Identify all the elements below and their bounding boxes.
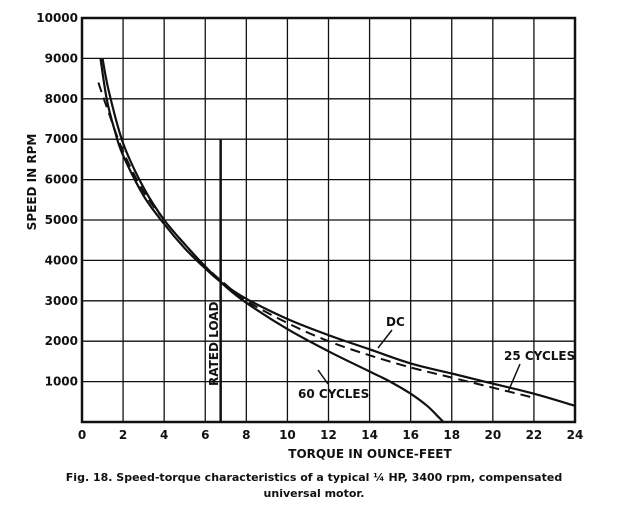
y-tick-label: 5000 — [45, 213, 78, 227]
60-cycles-leader — [317, 369, 329, 385]
y-tick-label: 8000 — [45, 92, 78, 106]
y-tick-label: 3000 — [45, 294, 78, 308]
x-tick-label: 20 — [484, 428, 501, 442]
x-tick-label: 8 — [242, 428, 250, 442]
60-cycles-label: 60 CYCLES — [298, 387, 369, 401]
caption-line-2: universal motor. — [263, 487, 365, 500]
figure-caption: Fig. 18. Speed-torque characteristics of… — [0, 470, 628, 502]
y-tick-label: 1000 — [45, 375, 78, 389]
x-tick-label: 10 — [279, 428, 296, 442]
y-axis-title: SPEED IN RPM — [25, 134, 39, 231]
25-cycles-leader — [507, 363, 521, 393]
x-tick-label: 6 — [201, 428, 209, 442]
speed-torque-chart: 0 2 4 6 8 10 12 14 16 18 20 22 241000200030004000500… — [25, 11, 583, 461]
x-tick-label: 16 — [402, 428, 419, 442]
series-line-60-cycles — [101, 58, 445, 423]
y-tick-label: 9000 — [45, 51, 78, 65]
caption-line-1: Fig. 18. Speed-torque characteristics of… — [65, 471, 563, 484]
25-cycles-label: 25 CYCLES — [504, 349, 575, 363]
x-tick-label: 4 — [160, 428, 168, 442]
dc-leader — [377, 329, 393, 349]
series-line-dc — [99, 58, 576, 407]
y-tick-label: 6000 — [45, 173, 78, 187]
x-tick-label: 22 — [526, 428, 543, 442]
x-tick-label: 14 — [361, 428, 378, 442]
plot-frame — [80, 16, 577, 424]
series-lines — [97, 58, 576, 423]
series-line-25-cycles — [97, 82, 535, 399]
x-axis-title: TORQUE IN OUNCE-FEET — [288, 447, 452, 461]
x-tick-label: 18 — [443, 428, 460, 442]
x-tick-label: 12 — [320, 428, 337, 442]
x-tick-label: 24 — [567, 428, 584, 442]
y-tick-label: 7000 — [45, 132, 78, 146]
rated-load-label: RATED LOAD — [207, 301, 221, 386]
grid — [81, 17, 576, 422]
dc-label: DC — [386, 315, 405, 329]
y-tick-label: 2000 — [45, 334, 78, 348]
y-tick-label: 4000 — [45, 253, 78, 267]
x-tick-label: 2 — [119, 428, 127, 442]
x-tick-label: 0 — [78, 428, 86, 442]
tick-labels: 0 2 4 6 8 10 12 14 16 18 20 22 241000200030004000500… — [36, 11, 583, 442]
y-tick-label: 10000 — [36, 11, 78, 25]
